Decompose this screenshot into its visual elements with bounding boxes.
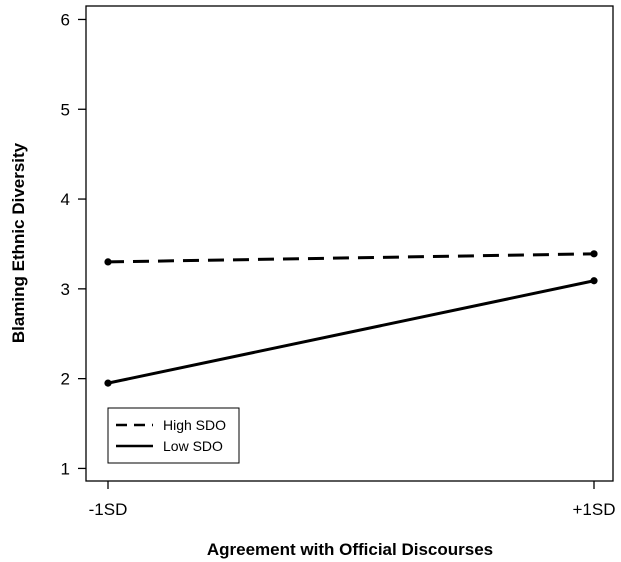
y-tick-label: 6 bbox=[61, 10, 70, 29]
y-axis-title: Blaming Ethnic Diversity bbox=[9, 142, 28, 343]
data-point-high-sdo bbox=[590, 250, 598, 258]
x-axis-title: Agreement with Official Discourses bbox=[207, 540, 493, 559]
legend-label-high-sdo: High SDO bbox=[163, 417, 226, 433]
legend-box bbox=[107, 407, 240, 464]
y-tick-label: 5 bbox=[61, 100, 70, 119]
legend: High SDO Low SDO bbox=[107, 407, 240, 464]
y-tick-label: 1 bbox=[61, 459, 70, 478]
series-layer bbox=[104, 250, 598, 387]
x-tick-label: +1SD bbox=[573, 500, 616, 519]
y-tick-label: 2 bbox=[61, 370, 70, 389]
legend-label-low-sdo: Low SDO bbox=[163, 438, 223, 454]
series-line-low-sdo bbox=[107, 279, 595, 385]
data-point-low-sdo bbox=[104, 379, 112, 387]
data-point-high-sdo bbox=[104, 258, 112, 266]
plot-frame bbox=[85, 5, 614, 482]
series-line-high-sdo bbox=[107, 252, 595, 264]
x-axis: -1SD +1SD bbox=[89, 481, 616, 519]
x-tick-label: -1SD bbox=[89, 500, 128, 519]
y-axis: 1 2 3 4 5 6 bbox=[61, 10, 86, 478]
y-tick-label: 4 bbox=[61, 190, 70, 209]
y-tick-label: 3 bbox=[61, 280, 70, 299]
data-point-low-sdo bbox=[590, 277, 598, 285]
